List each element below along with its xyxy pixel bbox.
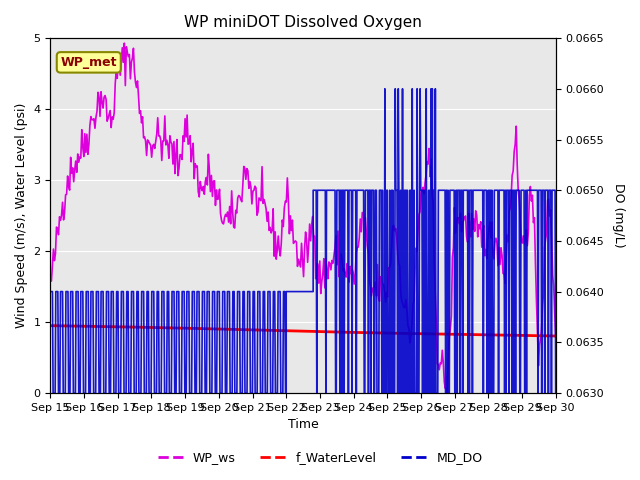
Y-axis label: Wind Speed (m/s), Water Level (psi): Wind Speed (m/s), Water Level (psi) [15, 103, 28, 328]
Y-axis label: DO (mg/L): DO (mg/L) [612, 183, 625, 248]
WP_ws [120, 40, 128, 46]
MD_DO [49, 390, 57, 396]
MD_DO [436, 187, 444, 193]
WP_ws [287, 228, 295, 233]
f_WaterLevel [67, 323, 74, 329]
WP_ws [463, 234, 470, 240]
f_WaterLevel [77, 323, 84, 329]
WP_ws [321, 285, 329, 291]
f_WaterLevel [552, 333, 559, 339]
WP_ws [291, 239, 298, 245]
MD_DO [381, 86, 388, 92]
WP_ws [541, 237, 549, 242]
f_WaterLevel [47, 323, 54, 328]
f_WaterLevel [181, 325, 189, 331]
Line: WP_ws: WP_ws [51, 43, 556, 393]
WP_ws [444, 390, 451, 396]
MD_DO [47, 288, 54, 294]
MD_DO [362, 187, 369, 193]
Line: f_WaterLevel: f_WaterLevel [51, 325, 556, 336]
MD_DO [349, 187, 356, 193]
f_WaterLevel [509, 332, 516, 338]
Title: WP miniDOT Dissolved Oxygen: WP miniDOT Dissolved Oxygen [184, 15, 422, 30]
MD_DO [81, 390, 88, 396]
MD_DO [552, 390, 559, 396]
MD_DO [376, 187, 384, 193]
f_WaterLevel [141, 324, 148, 330]
X-axis label: Time: Time [287, 419, 319, 432]
Legend: WP_ws, f_WaterLevel, MD_DO: WP_ws, f_WaterLevel, MD_DO [152, 446, 488, 469]
Text: WP_met: WP_met [61, 56, 117, 69]
Line: MD_DO: MD_DO [51, 89, 556, 393]
WP_ws [552, 334, 559, 340]
MD_DO [486, 187, 493, 193]
WP_ws [348, 266, 356, 272]
WP_ws [47, 278, 54, 284]
f_WaterLevel [527, 333, 534, 338]
